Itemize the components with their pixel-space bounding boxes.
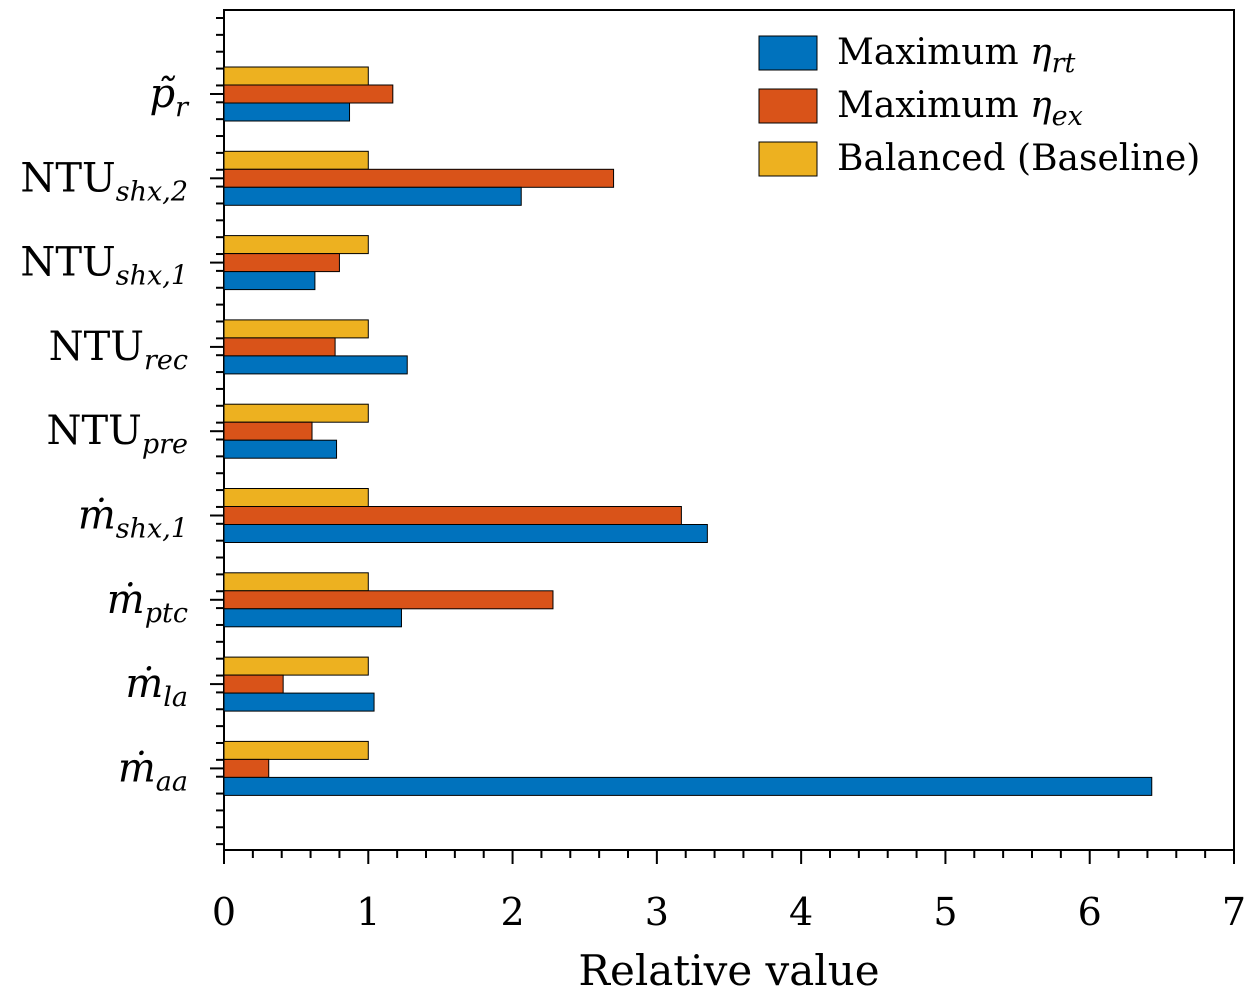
y-label-sub: aa <box>156 766 188 797</box>
y-category-label: NTUrec <box>49 324 188 376</box>
bar-2-8 <box>223 740 369 760</box>
bar-2-1 <box>223 150 369 170</box>
legend-swatch-1 <box>758 88 818 124</box>
x-tick-label: 0 <box>212 890 236 934</box>
legend-label-main: Maximum <box>837 32 1030 73</box>
y-label-base: ṁ <box>125 661 163 707</box>
x-tick-label: 7 <box>1222 890 1246 934</box>
bar-2-7 <box>223 656 369 676</box>
y-label-sub: rec <box>144 345 188 376</box>
y-label-sub: shx,1 <box>116 514 188 545</box>
bar-1-4 <box>223 421 313 441</box>
x-tick-label: 5 <box>933 890 957 934</box>
bar-0-4 <box>223 439 338 459</box>
y-category-label: p̃r <box>149 71 190 123</box>
x-tick-label: 4 <box>789 890 813 934</box>
bar-1-0 <box>223 84 394 104</box>
bar-0-1 <box>223 186 522 206</box>
x-tick-label: 3 <box>645 890 669 934</box>
bar-1-3 <box>223 337 336 357</box>
y-category-label: ṁshx,1 <box>78 493 188 545</box>
x-tick-label: 2 <box>500 890 524 934</box>
bar-1-8 <box>223 758 270 778</box>
bar-2-4 <box>223 403 369 423</box>
y-label-base: ṁ <box>118 745 156 791</box>
bar-0-8 <box>223 776 1153 796</box>
bar-2-0 <box>223 66 369 86</box>
y-label-sub: la <box>163 682 188 713</box>
y-tick-labels: p̃rNTUshx,2NTUshx,1NTUrecNTUpreṁshx,1ṁpt… <box>20 71 190 797</box>
x-tick-labels: 0 1 2 3 4 5 6 7 <box>212 890 1246 934</box>
bar-1-7 <box>223 674 284 694</box>
legend-label-0: Maximum ηrt <box>837 32 1076 79</box>
y-label-base: NTU <box>49 324 144 370</box>
legend-label-eta: η <box>1030 85 1052 126</box>
y-category-label: ṁla <box>125 661 188 713</box>
bar-0-2 <box>223 271 316 291</box>
plot-frame <box>223 9 1235 851</box>
legend-swatch-0 <box>758 35 818 71</box>
bars <box>223 66 1153 796</box>
legend-label-eta: η <box>1030 32 1052 73</box>
legend-swatch-2 <box>758 141 818 177</box>
bar-2-5 <box>223 488 369 507</box>
x-tick-label: 6 <box>1078 890 1102 934</box>
legend-label-main: Maximum <box>837 85 1030 126</box>
bar-2-2 <box>223 235 369 255</box>
y-label-base: ṁ <box>78 493 116 539</box>
bar-0-3 <box>223 355 408 375</box>
legend-label-sub: rt <box>1052 48 1076 79</box>
y-label-sub: r <box>175 92 190 123</box>
x-tick-label: 1 <box>356 890 380 934</box>
y-label-base: ṁ <box>107 577 145 623</box>
y-category-label: NTUshx,1 <box>20 240 188 292</box>
bar-1-2 <box>223 253 340 273</box>
y-label-sub: shx,1 <box>116 261 188 292</box>
legend-label-sub: ex <box>1052 101 1083 132</box>
bar-2-6 <box>223 572 369 592</box>
bar-1-6 <box>223 590 554 610</box>
x-axis-title: Relative value <box>578 946 879 992</box>
minor-ticks <box>210 17 1235 864</box>
y-label-sub: pre <box>142 429 188 460</box>
y-category-label: NTUpre <box>46 408 188 460</box>
bar-0-5 <box>223 524 708 543</box>
bar-0-7 <box>223 692 375 712</box>
y-label-base: NTU <box>20 240 115 286</box>
bar-1-1 <box>223 168 615 188</box>
bar-2-3 <box>223 319 369 339</box>
legend-label-2: Balanced (Baseline) <box>837 138 1200 179</box>
y-category-label: ṁaa <box>118 745 188 797</box>
bar-1-5 <box>223 506 682 525</box>
y-category-label: NTUshx,2 <box>20 155 188 207</box>
legend-label-1: Maximum ηex <box>837 85 1083 132</box>
legend-label-main: Balanced (Baseline) <box>837 138 1200 179</box>
bar-0-0 <box>223 102 351 122</box>
bar-0-6 <box>223 608 402 628</box>
y-label-sub: shx,2 <box>116 176 188 207</box>
y-category-label: ṁptc <box>107 577 188 629</box>
y-label-sub: ptc <box>145 598 188 629</box>
y-label-base: NTU <box>46 408 141 454</box>
y-label-base: NTU <box>20 155 115 201</box>
y-label-base: p̃ <box>149 71 175 117</box>
